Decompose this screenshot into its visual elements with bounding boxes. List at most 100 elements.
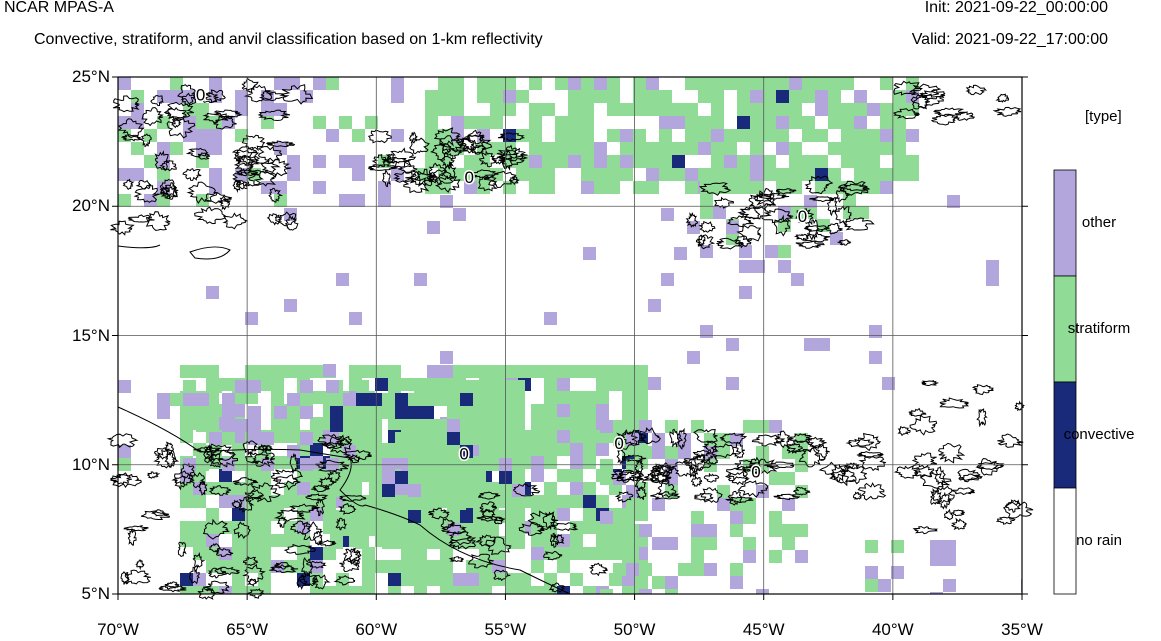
precip-cell [388,586,401,594]
contour-line [311,574,331,590]
precip-cell [698,77,711,90]
precip-cell [802,168,815,181]
contour-line [242,563,266,583]
precip-cell [391,129,404,142]
precip-cell [607,155,620,168]
precip-cell [232,573,245,586]
precip-cell [756,446,769,459]
precip-cell [711,168,724,181]
precip-cell [583,495,596,508]
precip-cell [665,537,678,550]
precip-cell [144,155,157,168]
reflectivity-contours [106,77,1034,600]
precip-cell [581,142,594,155]
precip-cell [763,103,776,116]
contour-line [920,471,952,489]
precip-cell [287,77,300,90]
precip-cell [804,206,817,219]
contour-line [338,438,351,446]
precip-cell [382,536,395,549]
contour-line [150,94,164,107]
precip-cell [352,155,365,168]
precip-cell [421,445,434,458]
precip-cell [986,260,999,273]
precip-cell [529,129,542,142]
precip-cell [557,391,570,404]
precip-cell [382,523,395,536]
precip-cell [893,90,906,103]
contour-line [241,77,259,93]
contour-line [301,557,314,577]
contour-line [908,407,927,417]
precip-cell [460,432,473,445]
contour-line [932,485,955,504]
precip-cell [131,90,144,103]
precip-cell [421,536,434,549]
contour-line [289,520,313,535]
precip-cell [131,103,144,116]
precip-cell [193,573,206,586]
contour-line [550,522,579,532]
precip-cell [646,181,659,194]
contour-line [893,465,922,479]
precip-cell [369,406,382,419]
precip-cell [880,103,893,116]
contour-line [813,443,830,461]
precip-cell [815,90,828,103]
precip-cell [678,563,691,576]
precip-cell [258,573,271,586]
precip-cell [382,406,395,419]
precip-cell [865,566,878,579]
legend-label: no rain [1076,532,1122,549]
precip-cell [196,393,209,406]
precip-cell [180,365,193,378]
precip-cell [704,524,717,537]
precip-cell [856,206,869,219]
contour-line [693,492,714,501]
contour-line [696,234,707,247]
precip-cell [685,181,698,194]
precip-cell [512,393,525,406]
contour-line [512,483,541,497]
contour-line [493,569,511,582]
precip-cell [473,523,486,536]
precip-cell [691,550,704,563]
precip-cell [867,155,880,168]
precip-cell [297,443,310,456]
precip-cell [529,77,542,90]
precip-cell [287,419,300,432]
contour-line [614,491,634,503]
precip-cell [362,560,375,573]
precip-cell [685,168,698,181]
precip-cell [986,273,999,286]
precip-cell [930,592,943,594]
contour-line [798,446,825,468]
precip-cell [343,523,356,536]
precip-cell [408,406,421,419]
contour-line [192,551,206,570]
precip-cell [557,417,570,430]
precip-cell [464,181,477,194]
precip-cell [466,573,479,586]
precip-cell [193,365,206,378]
contour-line [930,113,959,126]
precip-cell [789,142,802,155]
precip-cell [425,90,438,103]
precip-cell [369,484,382,497]
precip-cell [193,469,206,482]
precip-cell [395,523,408,536]
precip-cell [817,338,830,351]
contour-line [265,140,296,148]
precip-cell [570,495,583,508]
contour-line [693,428,718,444]
precip-cell [512,510,525,523]
precip-cell [635,391,648,404]
contour-line [185,147,210,158]
precip-cell [804,338,817,351]
precip-cell [557,586,570,594]
precip-cell [451,77,464,90]
precip-cell [756,589,769,594]
precip-cell [737,90,750,103]
precip-cell [180,534,193,547]
contour-line [965,84,988,96]
